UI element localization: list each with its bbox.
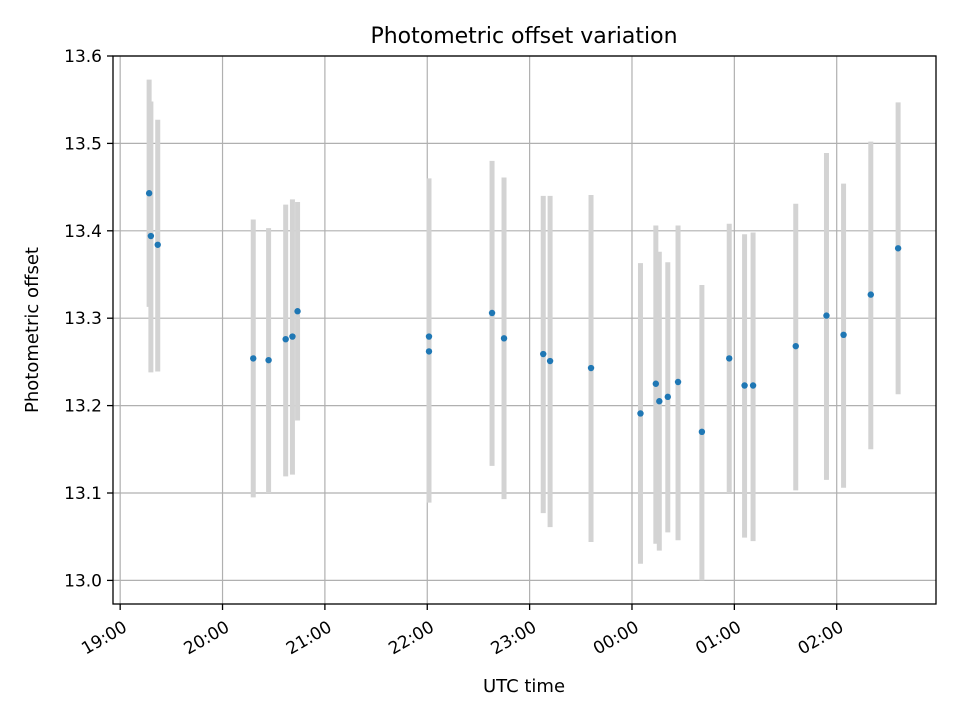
- data-point: [698, 428, 706, 436]
- y-tick-label: 13.6: [64, 47, 102, 67]
- data-point: [840, 331, 847, 339]
- chart-title: Photometric offset variation: [370, 24, 677, 49]
- data-point: [540, 350, 547, 358]
- y-tick-label: 13.2: [64, 397, 102, 417]
- x-axis-label: UTC time: [483, 676, 565, 697]
- y-tick-label: 13.0: [64, 571, 102, 591]
- x-tick-label: 00:00: [590, 617, 642, 659]
- x-tick-label: 19:00: [78, 617, 130, 659]
- y-axis-label: Photometric offset: [22, 247, 43, 413]
- data-point: [749, 382, 757, 389]
- y-tick-label: 13.4: [64, 222, 102, 242]
- y-axis-ticks: 13.0 13.1 13.2 13.3 13.4 13.5 13.6: [64, 47, 113, 591]
- data-point: [741, 382, 748, 389]
- y-tick-label: 13.1: [64, 484, 102, 504]
- data-point: [867, 291, 874, 298]
- x-tick-label: 22:00: [385, 617, 437, 659]
- data-point: [587, 364, 595, 372]
- data-point: [425, 348, 433, 355]
- data-point: [637, 410, 644, 417]
- data-point: [664, 393, 672, 401]
- data-point: [154, 241, 161, 248]
- data-point: [289, 333, 296, 340]
- data-point: [894, 245, 902, 252]
- data-point: [500, 335, 508, 342]
- data-point: [265, 356, 272, 364]
- x-axis-ticks: 19:00 20:00 21:00 22:00 23:00 00:00 01:00 02:00: [78, 604, 847, 659]
- data-point: [425, 333, 433, 340]
- data-point: [726, 355, 733, 362]
- data-point: [282, 335, 289, 343]
- x-tick-label: 23:00: [488, 617, 540, 659]
- x-tick-label: 02:00: [795, 617, 847, 659]
- data-point: [250, 355, 257, 362]
- data-points: [145, 190, 902, 436]
- data-point: [294, 308, 301, 315]
- data-point: [145, 190, 153, 197]
- x-tick-label: 20:00: [181, 617, 233, 659]
- data-point: [823, 312, 830, 319]
- data-point: [546, 357, 554, 365]
- x-tick-label: 21:00: [283, 617, 335, 659]
- data-point: [488, 309, 496, 317]
- x-tick-label: 01:00: [692, 617, 744, 659]
- data-point: [652, 380, 660, 387]
- data-point: [147, 232, 155, 240]
- data-point: [674, 378, 682, 386]
- data-point: [656, 398, 663, 405]
- error-bars: [146, 79, 901, 581]
- plot-frame: [112, 55, 937, 605]
- y-tick-label: 13.3: [64, 309, 102, 329]
- y-tick-label: 13.5: [64, 134, 102, 154]
- grid: [113, 55, 936, 604]
- data-point: [792, 342, 799, 350]
